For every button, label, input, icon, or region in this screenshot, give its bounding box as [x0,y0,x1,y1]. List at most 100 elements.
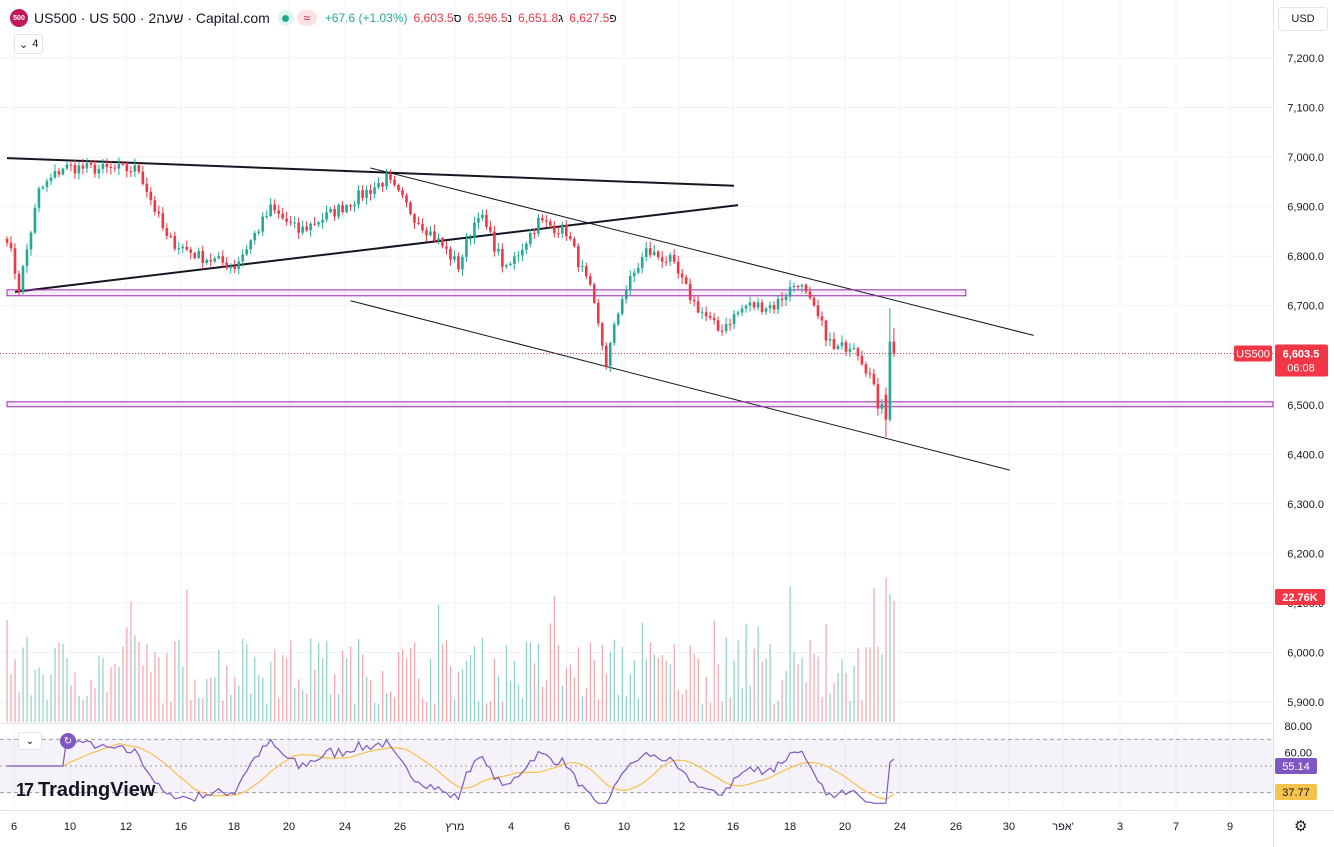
volume-bar [306,693,308,722]
volume-bar [729,697,731,722]
candle [369,190,372,194]
candle [748,302,752,306]
candle [632,272,636,276]
volume-bar [386,693,388,722]
volume-bar [110,667,112,722]
rsi-value-tag-bg [1275,758,1317,774]
candle [169,235,173,237]
candle [41,187,45,189]
volume-bar [781,680,783,722]
refresh-icon[interactable]: ↻ [60,733,76,749]
volume-bar [82,700,84,722]
candle [265,215,268,217]
volume-bar [158,657,160,722]
volume-bar [106,691,108,722]
currency-button[interactable]: USD [1278,7,1328,31]
trendline [14,204,739,293]
volume-bar [10,673,12,722]
volume-bar [617,695,619,722]
rsi-pane [0,736,1273,804]
candle [173,236,177,249]
price-axis[interactable]: 7,200.0 7,100.0 7,000.0 6,900.0 6,800.0 6,700… [1284,53,1324,760]
legend-toggle-button[interactable]: ⌄ 4 [14,34,44,54]
horizontal-zone [6,401,1274,408]
candle [664,261,668,263]
candle [5,238,9,243]
volume-bar [358,639,360,722]
volume-bar [521,698,524,722]
volume-bar [318,642,320,722]
rsi-tick-label: 60.00 [1284,748,1312,760]
volume-bar [501,701,504,722]
chart-header: 500 US500 · US 500 · שעה2 · Capital.com … [10,8,623,28]
volume-bar [413,642,416,722]
volume-bar [665,660,667,722]
candle [333,208,336,217]
volume-bar [869,647,871,722]
volume-bar [266,703,268,722]
candle [608,343,612,366]
symbol-title[interactable]: US500 · US 500 · שעה2 · Capital.com [34,10,270,26]
volume-bar [841,659,843,722]
tradingview-logo[interactable]: 17 TradingView [16,779,155,802]
volume-bar [881,654,883,722]
candle [397,184,400,191]
price-change: +67.6 (+1.03%) [324,11,408,25]
candle [25,249,29,267]
volume-bar [517,684,520,722]
candle [600,323,604,346]
volume-bar [222,700,224,722]
volume-bar [837,673,839,722]
gear-icon[interactable]: ⚙ [1294,818,1308,835]
volume-bar [342,650,344,722]
candle [233,266,237,269]
candle [197,250,201,258]
candle [888,341,892,420]
time-tick-label: מרץ [446,821,465,833]
volume-bar [282,655,284,722]
candle [541,218,544,221]
volume-bar [142,665,144,722]
candle [656,251,660,258]
market-status[interactable]: ≈ [277,10,317,26]
candle [588,276,592,285]
volume-bar [14,659,16,722]
volume-bar [174,641,176,722]
volume-bar [86,695,88,722]
volume-bar [637,698,639,722]
volume-bar [34,669,36,722]
candle [644,248,648,258]
candle [752,302,756,308]
candle [840,342,844,346]
pane-collapse-button[interactable]: ⌄ [18,732,42,750]
candle [33,207,37,233]
last-price-tag: 6,603.5 [1283,348,1320,360]
candle [712,317,716,321]
drawings[interactable] [6,157,1274,471]
candle [640,257,644,268]
candle [525,243,528,250]
candle [764,308,768,312]
candle [105,163,109,168]
time-tick-label: 3 [1117,821,1123,833]
candle [696,301,700,313]
candle [824,320,828,341]
time-axis[interactable]: 6 10 12 16 18 20 24 26 מרץ 4 6 10 12 16 18 20 24 26 30 אפר'… [11,821,1233,833]
candle [357,190,360,205]
volume-bar [302,690,304,722]
time-tick-label: 20 [839,821,851,833]
candle [489,226,492,232]
tradingview-wordmark: TradingView [38,779,156,801]
volume-bar [402,649,404,722]
candle [576,246,580,268]
volume-bar [226,665,228,722]
trendline [6,157,735,187]
symbol-tag: US500 [1236,348,1270,360]
volume-bar [673,644,675,722]
candle [788,287,792,297]
candle [680,273,684,278]
candle [309,223,312,231]
candle [237,261,241,269]
candle [780,298,784,301]
